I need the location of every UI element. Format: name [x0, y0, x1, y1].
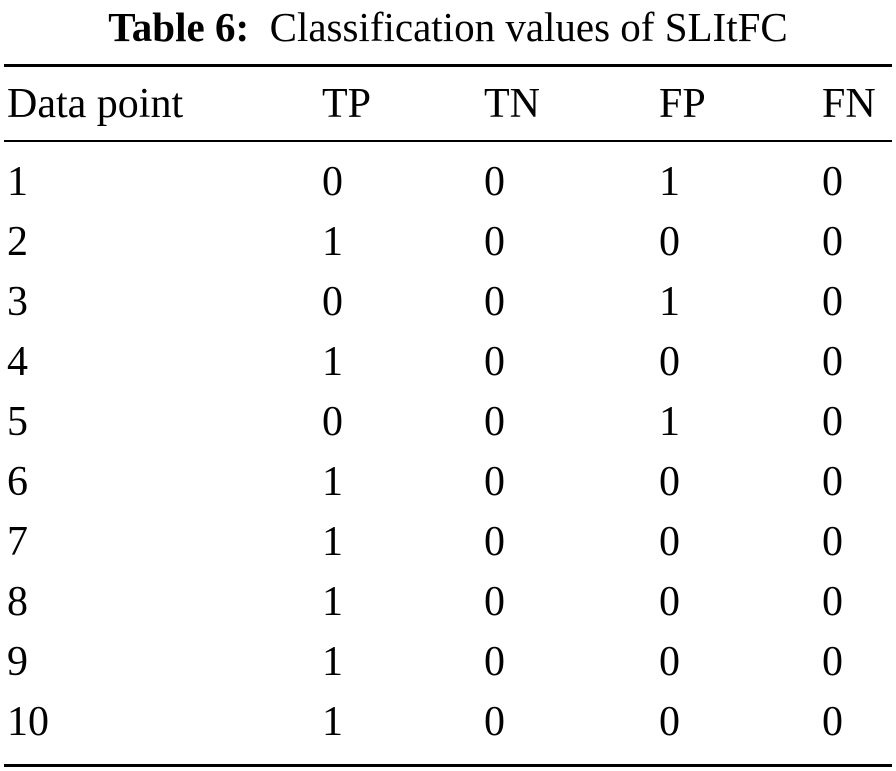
- cell-fn: 0: [822, 279, 843, 325]
- cell-data-point: 7: [7, 519, 28, 565]
- bottom-rule: [4, 764, 892, 767]
- table-row: 7 1 0 0 0: [0, 512, 896, 572]
- table-row: 4 1 0 0 0: [0, 332, 896, 392]
- table-row: 6 1 0 0 0: [0, 452, 896, 512]
- header-tp: TP: [322, 81, 372, 127]
- cell-data-point: 10: [7, 699, 49, 745]
- cell-fp: 0: [659, 459, 680, 505]
- cell-tn: 0: [484, 699, 505, 745]
- cell-fn: 0: [822, 519, 843, 565]
- cell-fn: 0: [822, 219, 843, 265]
- cell-fp: 0: [659, 219, 680, 265]
- cell-tn: 0: [484, 459, 505, 505]
- cell-fp: 1: [659, 399, 680, 445]
- cell-fp: 0: [659, 579, 680, 625]
- cell-fn: 0: [822, 399, 843, 445]
- cell-data-point: 9: [7, 639, 28, 685]
- table-row: 5 0 0 1 0: [0, 392, 896, 452]
- cell-tn: 0: [484, 639, 505, 685]
- cell-tp: 1: [322, 639, 343, 685]
- header-fn: FN: [822, 81, 876, 127]
- cell-tn: 0: [484, 279, 505, 325]
- caption-gap: [249, 4, 270, 50]
- cell-data-point: 3: [7, 279, 28, 325]
- top-rule: [4, 64, 892, 67]
- table-row: 1 0 0 1 0: [0, 152, 896, 212]
- cell-tp: 1: [322, 699, 343, 745]
- cell-data-point: 8: [7, 579, 28, 625]
- cell-data-point: 4: [7, 339, 28, 385]
- header-rule: [4, 140, 892, 142]
- cell-tp: 1: [322, 339, 343, 385]
- header-fp: FP: [659, 81, 706, 127]
- cell-tn: 0: [484, 219, 505, 265]
- cell-tp: 0: [322, 279, 343, 325]
- cell-tp: 1: [322, 519, 343, 565]
- header-data-point: Data point: [7, 81, 184, 127]
- cell-tn: 0: [484, 339, 505, 385]
- cell-fp: 1: [659, 279, 680, 325]
- cell-fn: 0: [822, 579, 843, 625]
- cell-fp: 0: [659, 699, 680, 745]
- cell-tp: 1: [322, 579, 343, 625]
- cell-tp: 0: [322, 399, 343, 445]
- table-row: 2 1 0 0 0: [0, 212, 896, 272]
- table-caption-text: Classification values of SLItFC: [269, 4, 788, 50]
- table-caption: Table 6: Classification values of SLItFC: [0, 2, 896, 52]
- cell-tp: 1: [322, 219, 343, 265]
- table-header-row: Data point TP TN FP FN: [0, 74, 896, 134]
- cell-tn: 0: [484, 579, 505, 625]
- cell-data-point: 5: [7, 399, 28, 445]
- table-row: 9 1 0 0 0: [0, 632, 896, 692]
- table-row: 10 1 0 0 0: [0, 692, 896, 752]
- cell-fn: 0: [822, 699, 843, 745]
- cell-fn: 0: [822, 459, 843, 505]
- cell-tn: 0: [484, 519, 505, 565]
- cell-fp: 0: [659, 639, 680, 685]
- table-row: 3 0 0 1 0: [0, 272, 896, 332]
- cell-tp: 0: [322, 159, 343, 205]
- cell-fn: 0: [822, 339, 843, 385]
- cell-tp: 1: [322, 459, 343, 505]
- table-caption-label: Table 6:: [108, 4, 250, 50]
- cell-fn: 0: [822, 639, 843, 685]
- table-row: 8 1 0 0 0: [0, 572, 896, 632]
- cell-tn: 0: [484, 159, 505, 205]
- header-tn: TN: [484, 81, 540, 127]
- cell-fn: 0: [822, 159, 843, 205]
- cell-data-point: 2: [7, 219, 28, 265]
- cell-fp: 0: [659, 339, 680, 385]
- cell-fp: 1: [659, 159, 680, 205]
- cell-data-point: 1: [7, 159, 28, 205]
- cell-tn: 0: [484, 399, 505, 445]
- cell-data-point: 6: [7, 459, 28, 505]
- cell-fp: 0: [659, 519, 680, 565]
